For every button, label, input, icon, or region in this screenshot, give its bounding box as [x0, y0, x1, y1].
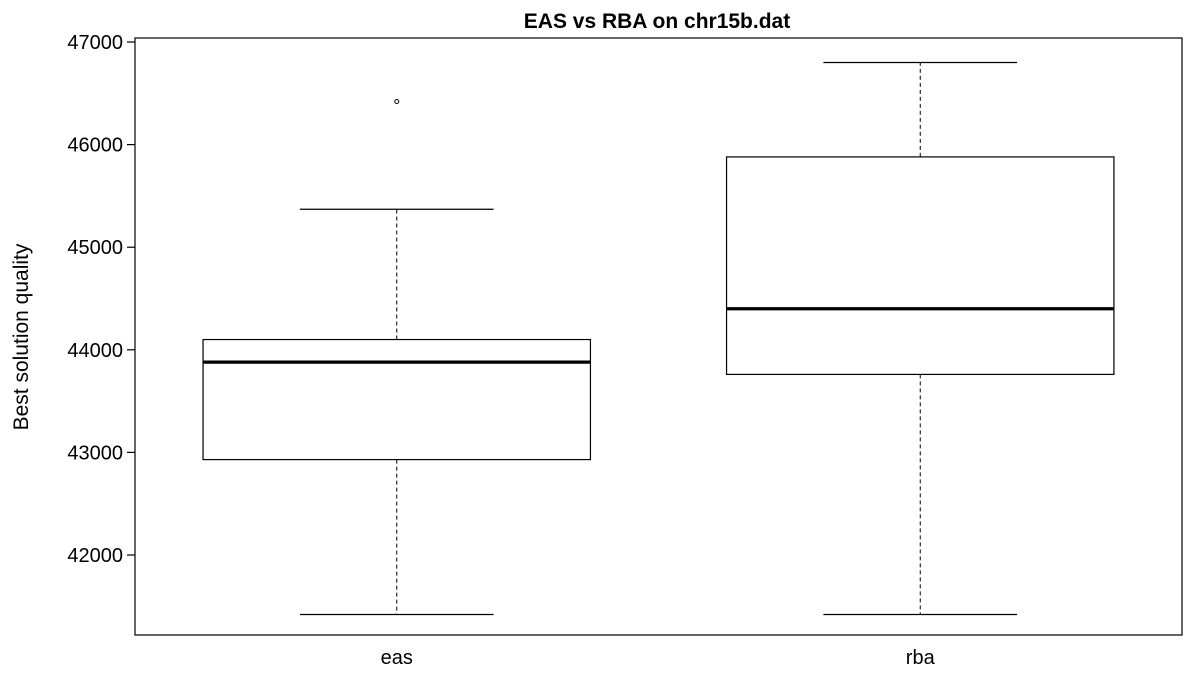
- y-tick-label: 43000: [67, 442, 123, 464]
- outlier-point: [394, 99, 400, 105]
- boxes: [202, 61, 1115, 616]
- y-axis: 42000 43000 44000 45000 46000 47000: [67, 32, 135, 567]
- y-tick-label: 46000: [67, 135, 123, 157]
- x-axis: eas rba: [381, 647, 936, 669]
- x-tick-label: rba: [906, 647, 936, 669]
- y-tick-label: 42000: [67, 545, 123, 567]
- y-tick-label: 45000: [67, 237, 123, 259]
- x-tick-label: eas: [381, 647, 413, 669]
- iqr-box: [202, 338, 592, 461]
- y-tick-label: 47000: [67, 32, 123, 54]
- y-tick-label: 44000: [67, 340, 123, 362]
- chart-title: EAS vs RBA on chr15b.dat: [524, 10, 790, 33]
- box-rba: [725, 61, 1115, 616]
- plot-frame: [134, 37, 1183, 636]
- iqr-box: [725, 156, 1115, 376]
- box-eas: [202, 99, 592, 616]
- y-axis-label: Best solution quality: [10, 243, 33, 430]
